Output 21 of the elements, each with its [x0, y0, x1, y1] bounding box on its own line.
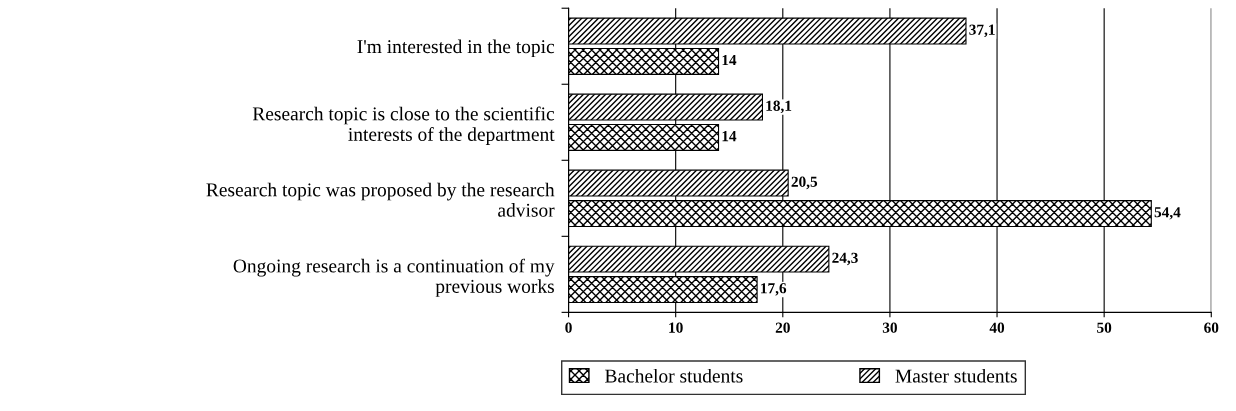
x-tick-label: 0 — [565, 322, 572, 333]
data-label: 24,3 — [832, 252, 858, 266]
y-tick-label: I'm interested in the topic — [357, 39, 555, 58]
x-tick-label: 50 — [1097, 322, 1112, 333]
y-tick-label: Ongoing research is a continuation of my previous works — [233, 258, 555, 297]
x-tick-label: 20 — [775, 322, 790, 333]
data-label: 18,1 — [766, 100, 792, 114]
data-label: 20,5 — [791, 176, 818, 190]
legend-label: Bachelor students — [605, 368, 743, 383]
y-tick-label: Research topic was proposed by the research advisor — [206, 182, 555, 217]
data-label: 14 — [722, 131, 737, 142]
x-tick-label: 60 — [1204, 322, 1219, 333]
legend-label: Master students — [895, 368, 1017, 383]
data-label: 37,1 — [969, 24, 995, 38]
y-tick-label: Research topic is close to the scientific interests of the department — [252, 106, 555, 145]
x-tick-label: 30 — [882, 322, 897, 333]
data-label: 17,6 — [761, 283, 787, 296]
data-label: 14 — [722, 55, 737, 66]
data-label: 54,4 — [1154, 207, 1181, 220]
x-tick-label: 40 — [989, 322, 1005, 333]
x-tick-label: 10 — [669, 322, 683, 333]
